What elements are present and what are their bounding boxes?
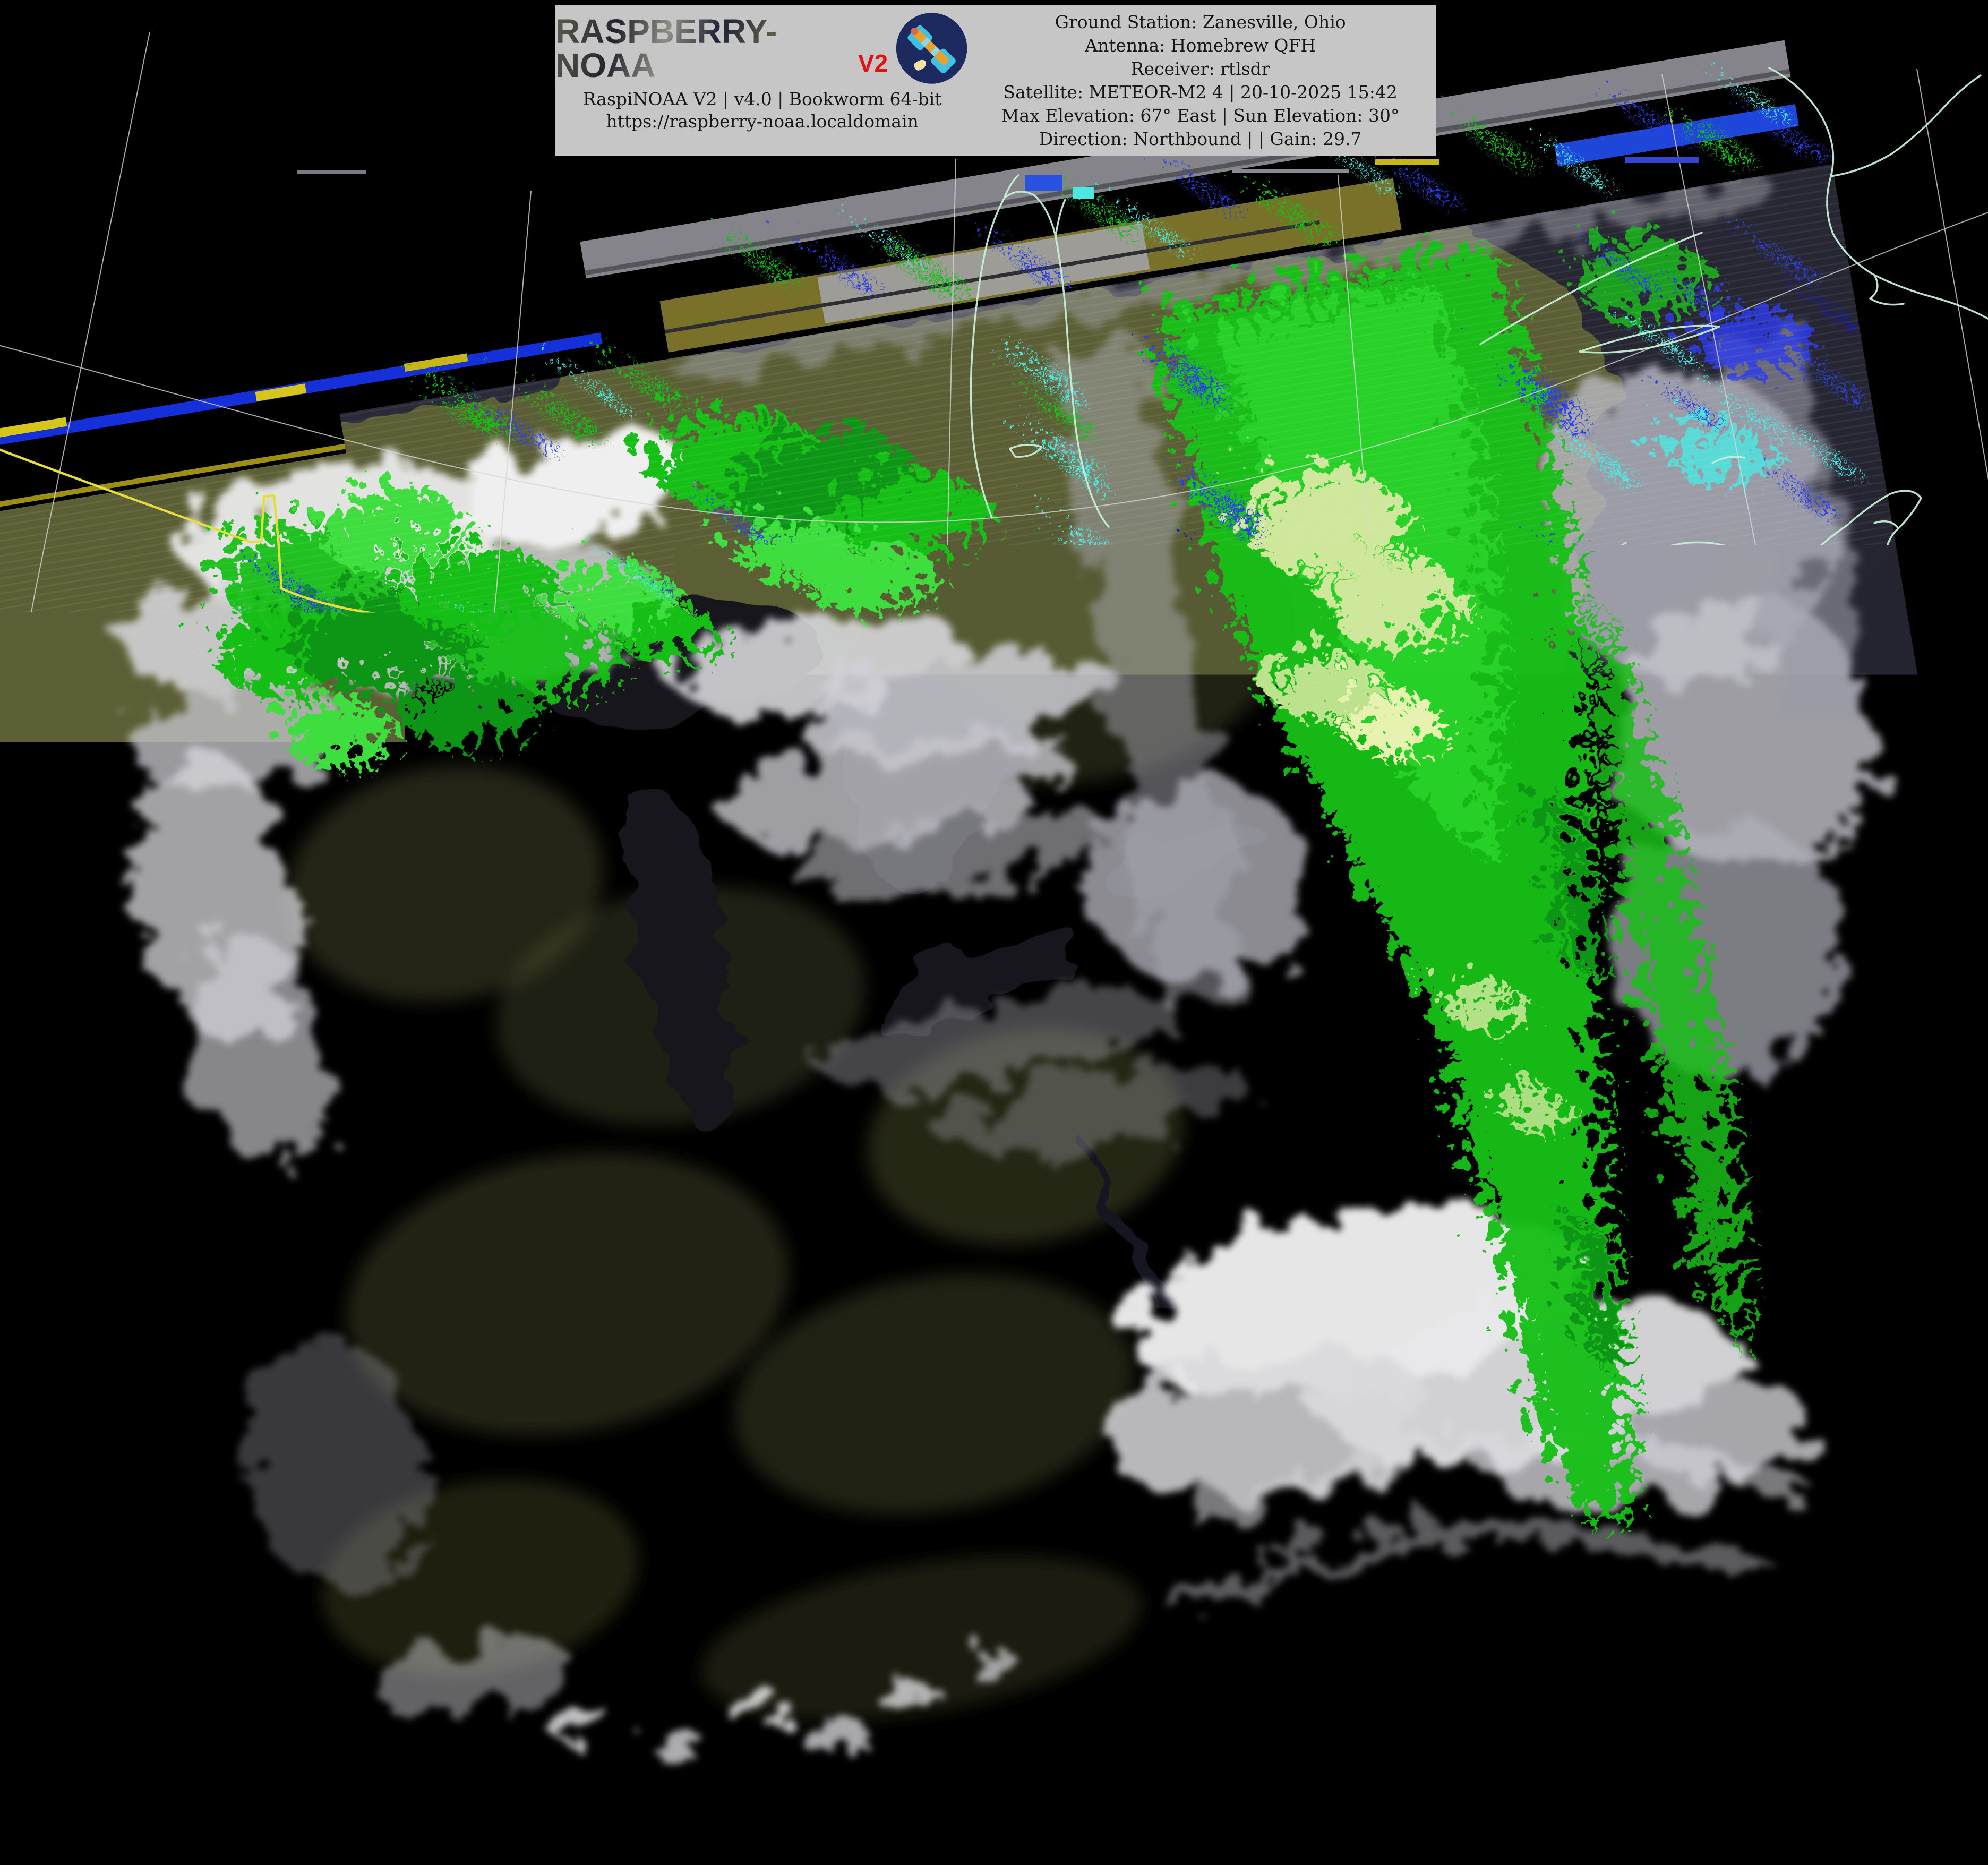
logo-version: V2	[858, 49, 888, 78]
raspberry-noaa-logo: RASPBERRY-NOAA V2	[555, 8, 969, 88]
station-line-satellite: Satellite: METEOR-M2 4 | 20-10-2025 15:4…	[969, 81, 1432, 104]
logo-title: RASPBERRY-NOAA	[555, 14, 862, 82]
station-line-ground: Ground Station: Zanesville, Ohio	[969, 11, 1432, 34]
header-banner: RASPBERRY-NOAA V2 RaspiNOAA V2 | v4.0 | …	[555, 5, 1436, 156]
city-dot-washington-dc	[1044, 1114, 1060, 1130]
map-label-ottawa: Ottawa	[1069, 648, 1182, 682]
city-dot-ottawa	[1104, 676, 1120, 692]
station-line-receiver: Receiver: rtlsdr	[969, 57, 1432, 81]
satellite-badge-icon	[894, 9, 969, 88]
city-dot-hamilton	[1743, 1491, 1759, 1507]
station-line-antenna: Antenna: Homebrew QFH	[969, 34, 1432, 57]
satellite-swath	[0, 25, 1988, 1865]
satellite-capture-page: Ottawa Washington, D.C. Hamilton RASPBER…	[0, 0, 1988, 1865]
map-label-washington-dc: Washington, D.C.	[979, 1088, 1251, 1121]
station-line-elevation: Max Elevation: 67° East | Sun Elevation:…	[969, 104, 1432, 127]
header-brand-column: RASPBERRY-NOAA V2 RaspiNOAA V2 | v4.0 | …	[555, 5, 969, 156]
satellite-map-scene	[0, 0, 1988, 1865]
header-meta: RaspiNOAA V2 | v4.0 | Bookworm 64-bit	[579, 88, 946, 110]
header-station-column: Ground Station: Zanesville, Ohio Antenna…	[969, 5, 1436, 156]
station-line-direction: Direction: Northbound | | Gain: 29.7	[969, 127, 1432, 151]
header-url: https://raspberry-noaa.localdomain	[606, 110, 919, 133]
